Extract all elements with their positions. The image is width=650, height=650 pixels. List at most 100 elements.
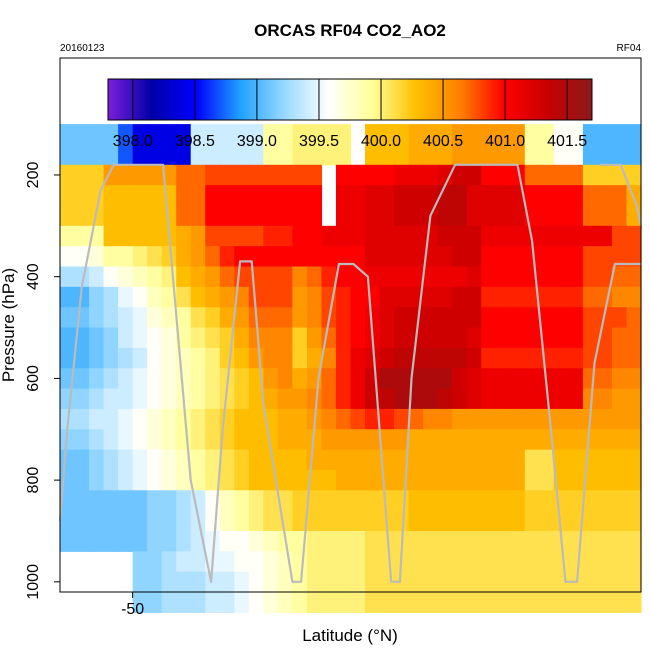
heatmap-cell xyxy=(190,592,206,613)
heatmap-cell xyxy=(568,449,584,471)
heatmap-cell xyxy=(248,144,264,166)
heatmap-cell xyxy=(292,469,308,491)
heatmap-cell xyxy=(452,510,468,532)
heatmap-cell xyxy=(190,307,206,329)
heatmap-cell xyxy=(277,327,293,349)
heatmap-cell xyxy=(277,429,293,451)
heatmap-cell xyxy=(205,124,221,146)
heatmap-cell xyxy=(481,307,497,329)
heatmap-cell xyxy=(277,510,293,532)
heatmap-cell xyxy=(335,408,352,430)
heatmap-cell xyxy=(60,530,76,552)
heatmap-cell xyxy=(176,571,192,593)
heatmap-cell xyxy=(597,490,613,512)
heatmap-cell xyxy=(539,510,555,532)
heatmap-cell xyxy=(234,266,250,288)
heatmap-cell xyxy=(394,225,410,247)
heatmap-cell xyxy=(481,266,497,288)
heatmap-cell xyxy=(582,327,599,349)
heatmap-cell xyxy=(335,551,352,573)
heatmap-cell xyxy=(306,571,323,593)
heatmap-cell xyxy=(495,429,511,451)
heatmap-cell xyxy=(132,144,148,166)
heatmap-cell xyxy=(423,347,439,369)
heatmap-cell xyxy=(423,408,439,430)
heatmap-cell xyxy=(89,368,105,390)
heatmap-cell xyxy=(568,592,584,613)
heatmap-cell xyxy=(219,551,235,573)
heatmap-cell xyxy=(365,185,381,207)
heatmap-cell xyxy=(423,469,439,491)
heatmap-cell xyxy=(205,429,221,451)
heatmap-cell xyxy=(176,530,192,552)
heatmap-cell xyxy=(103,225,119,247)
heatmap-cell xyxy=(568,185,584,207)
heatmap-cell xyxy=(263,327,279,349)
heatmap-cell xyxy=(321,490,337,512)
heatmap-cell xyxy=(524,266,540,288)
heatmap-cell xyxy=(408,490,424,512)
heatmap-cell xyxy=(495,225,511,247)
heatmap-cell xyxy=(176,408,192,430)
heatmap-cell xyxy=(539,225,555,247)
heatmap-cell xyxy=(466,449,482,471)
heatmap-cell xyxy=(263,449,279,471)
heatmap-cell xyxy=(248,469,264,491)
heatmap-cell xyxy=(306,185,323,207)
heatmap-cell xyxy=(611,592,628,613)
y-tick-label: 200 xyxy=(25,162,42,189)
heatmap-cell xyxy=(306,592,323,613)
heatmap-cell xyxy=(161,530,177,552)
heatmap-cell xyxy=(466,225,482,247)
heatmap-cell xyxy=(365,164,381,186)
heatmap-cell xyxy=(335,490,352,512)
heatmap-cell xyxy=(147,124,163,146)
heatmap-cell xyxy=(524,408,540,430)
heatmap-cell xyxy=(161,327,177,349)
heatmap-cell xyxy=(248,266,264,288)
heatmap-cell xyxy=(248,286,264,308)
heatmap-cell xyxy=(597,408,613,430)
heatmap-cell xyxy=(335,144,352,166)
colorbar-tick-label: 399.0 xyxy=(237,133,277,150)
heatmap-cell xyxy=(408,449,424,471)
heatmap-cell xyxy=(89,408,105,430)
heatmap-cell xyxy=(582,551,599,573)
heatmap-cell xyxy=(335,429,352,451)
heatmap-cell xyxy=(379,225,395,247)
heatmap-cell xyxy=(74,205,90,227)
heatmap-cell xyxy=(205,510,221,532)
heatmap-cell xyxy=(611,469,628,491)
heatmap-cell xyxy=(495,510,511,532)
heatmap-cell xyxy=(452,327,468,349)
heatmap-cell xyxy=(510,571,526,593)
heatmap-cell xyxy=(350,368,366,390)
heatmap-cell xyxy=(306,490,323,512)
heatmap-cell xyxy=(611,408,628,430)
heatmap-cell xyxy=(89,347,105,369)
heatmap-cell xyxy=(248,327,264,349)
heatmap-cell xyxy=(147,530,163,552)
heatmap-cell xyxy=(481,490,497,512)
heatmap-cell xyxy=(495,449,511,471)
heatmap-cell xyxy=(103,286,119,308)
heatmap-cell xyxy=(306,530,323,552)
heatmap-cell xyxy=(176,144,192,166)
heatmap-cell xyxy=(365,225,381,247)
heatmap-cell xyxy=(568,347,584,369)
heatmap-cell xyxy=(132,510,148,532)
heatmap-cell xyxy=(190,286,206,308)
heatmap-cell xyxy=(248,408,264,430)
heatmap-cell xyxy=(234,510,250,532)
heatmap-cell xyxy=(524,144,540,166)
heatmap-cell xyxy=(582,368,599,390)
heatmap-cell xyxy=(539,124,555,146)
heatmap-cell xyxy=(524,185,540,207)
heatmap-cell xyxy=(379,144,395,166)
heatmap-cell xyxy=(103,164,119,186)
heatmap-cell xyxy=(234,286,250,308)
colorbar-tick-label: 400.5 xyxy=(423,133,463,150)
heatmap-cell xyxy=(335,449,352,471)
heatmap-cell xyxy=(248,205,264,227)
heatmap-cell xyxy=(553,429,569,451)
